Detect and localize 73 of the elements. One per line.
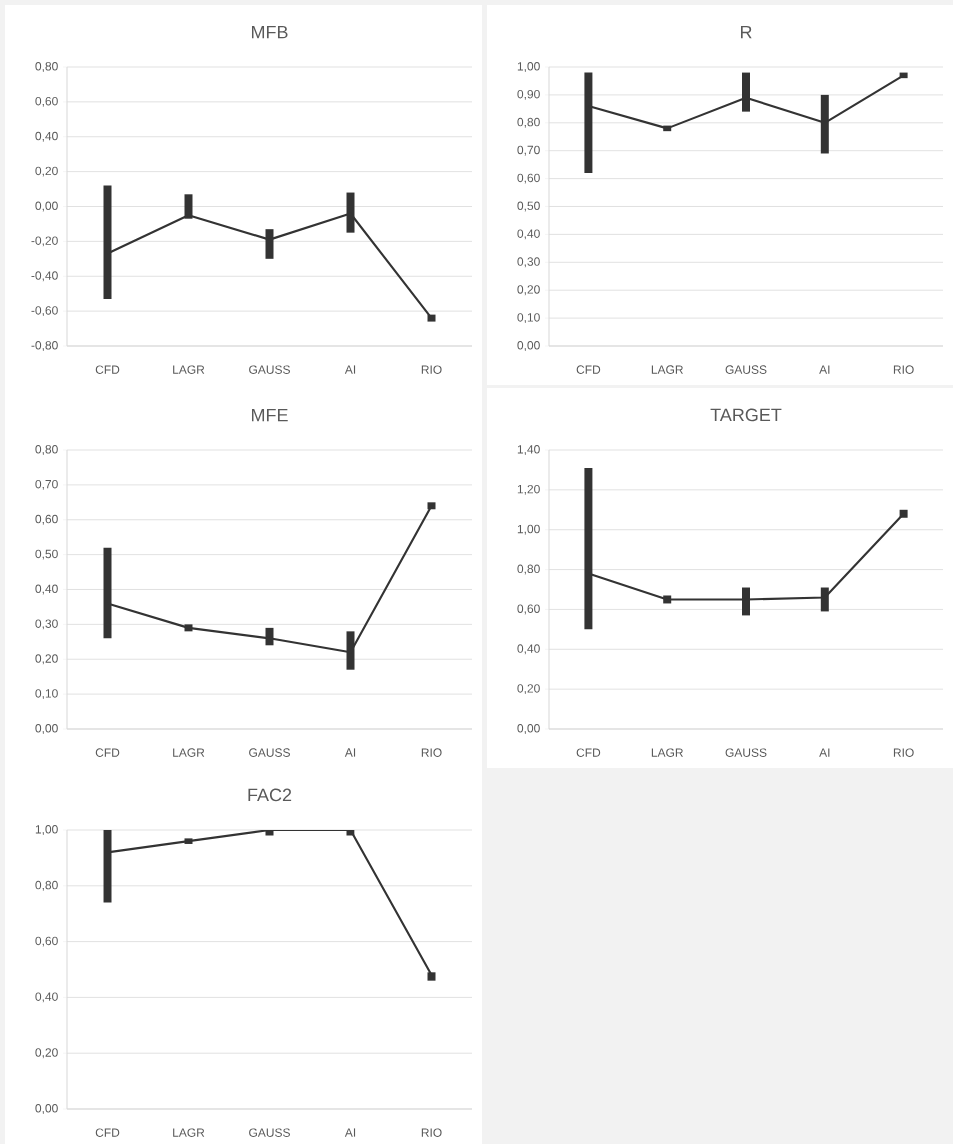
y-tick-label: 0,60: [35, 514, 58, 525]
y-tick-label: -0,80: [31, 341, 58, 351]
y-tick-label: 0,60: [517, 604, 540, 615]
y-tick-label: 0,60: [35, 96, 58, 107]
y-tick-label: 1,00: [517, 62, 540, 72]
x-tick-label: GAUSS: [725, 748, 767, 757]
y-tick-label: 0,00: [35, 724, 58, 734]
x-tick-label: LAGR: [173, 748, 205, 757]
y-tick-label: 1,00: [35, 825, 58, 835]
y-tick-label: 0,40: [517, 229, 540, 240]
y-tick-label: -0,60: [31, 306, 58, 317]
x-tick-label: RIO: [893, 748, 914, 757]
x-tick-label: RIO: [421, 748, 442, 757]
x-tick-label: AI: [819, 365, 830, 374]
chart-title: FAC2: [248, 788, 292, 802]
chart-title: TARGET: [710, 408, 782, 422]
chart-title: R: [740, 25, 752, 39]
y-tick-label: 0,50: [517, 201, 540, 212]
y-tick-label: 0,80: [35, 445, 58, 455]
y-tick-label: 0,10: [517, 313, 540, 324]
y-tick-label: 0,80: [35, 880, 58, 891]
x-tick-label: CFD: [576, 365, 601, 374]
x-tick-label: AI: [344, 748, 356, 757]
x-tick-label: LAGR: [173, 365, 205, 374]
y-tick-label: 1,40: [517, 445, 540, 455]
x-tick-label: GAUSS: [725, 365, 767, 374]
y-tick-label: 0,80: [517, 117, 540, 128]
y-tick-label: 0,40: [35, 131, 58, 142]
y-tick-label: -0,20: [31, 236, 58, 247]
x-tick-label: GAUSS: [249, 748, 290, 757]
y-tick-label: 0,10: [35, 689, 58, 700]
x-tick-label: RIO: [421, 365, 442, 374]
y-tick-label: 0,50: [35, 549, 58, 560]
x-tick-label: CFD: [576, 748, 601, 757]
y-tick-label: 0,20: [35, 1048, 58, 1059]
x-tick-label: LAGR: [651, 365, 683, 374]
y-tick-label: 0,00: [517, 341, 540, 351]
x-tick-label: LAGR: [651, 748, 683, 757]
y-tick-label: 0,00: [517, 724, 540, 734]
y-tick-label: 0,70: [35, 479, 58, 490]
y-tick-label: 0,30: [517, 257, 540, 268]
y-tick-label: 0,00: [35, 201, 58, 212]
y-tick-label: 0,20: [35, 166, 58, 177]
y-tick-label: 0,40: [517, 644, 540, 655]
y-tick-label: 0,40: [35, 584, 58, 595]
y-tick-label: 0,80: [35, 62, 58, 72]
x-tick-label: CFD: [95, 748, 120, 757]
y-tick-label: 0,60: [517, 173, 540, 184]
x-tick-label: LAGR: [173, 1128, 205, 1137]
y-tick-label: 0,30: [35, 619, 58, 630]
y-tick-label: 0,20: [517, 684, 540, 695]
chart-title: MFE: [251, 408, 288, 422]
x-tick-label: RIO: [421, 1128, 442, 1137]
x-tick-label: CFD: [95, 365, 120, 374]
y-tick-label: 0,20: [35, 654, 58, 665]
y-tick-label: 0,00: [35, 1104, 58, 1114]
y-tick-label: 0,80: [517, 564, 540, 575]
y-tick-label: 0,40: [35, 992, 58, 1003]
y-tick-label: 0,90: [517, 89, 540, 100]
x-tick-label: AI: [344, 365, 356, 374]
x-tick-label: GAUSS: [249, 1128, 290, 1137]
x-tick-label: AI: [344, 1128, 356, 1137]
y-tick-label: 0,70: [517, 145, 540, 156]
x-tick-label: AI: [819, 748, 830, 757]
y-tick-label: 1,00: [517, 524, 540, 535]
y-tick-label: 1,20: [517, 484, 540, 495]
y-tick-label: -0,40: [31, 271, 58, 282]
x-tick-label: CFD: [95, 1128, 120, 1137]
x-tick-label: RIO: [893, 365, 914, 374]
x-tick-label: GAUSS: [249, 365, 290, 374]
y-tick-label: 0,60: [35, 936, 58, 947]
chart-title: MFB: [251, 25, 288, 39]
y-tick-label: 0,20: [517, 285, 540, 296]
